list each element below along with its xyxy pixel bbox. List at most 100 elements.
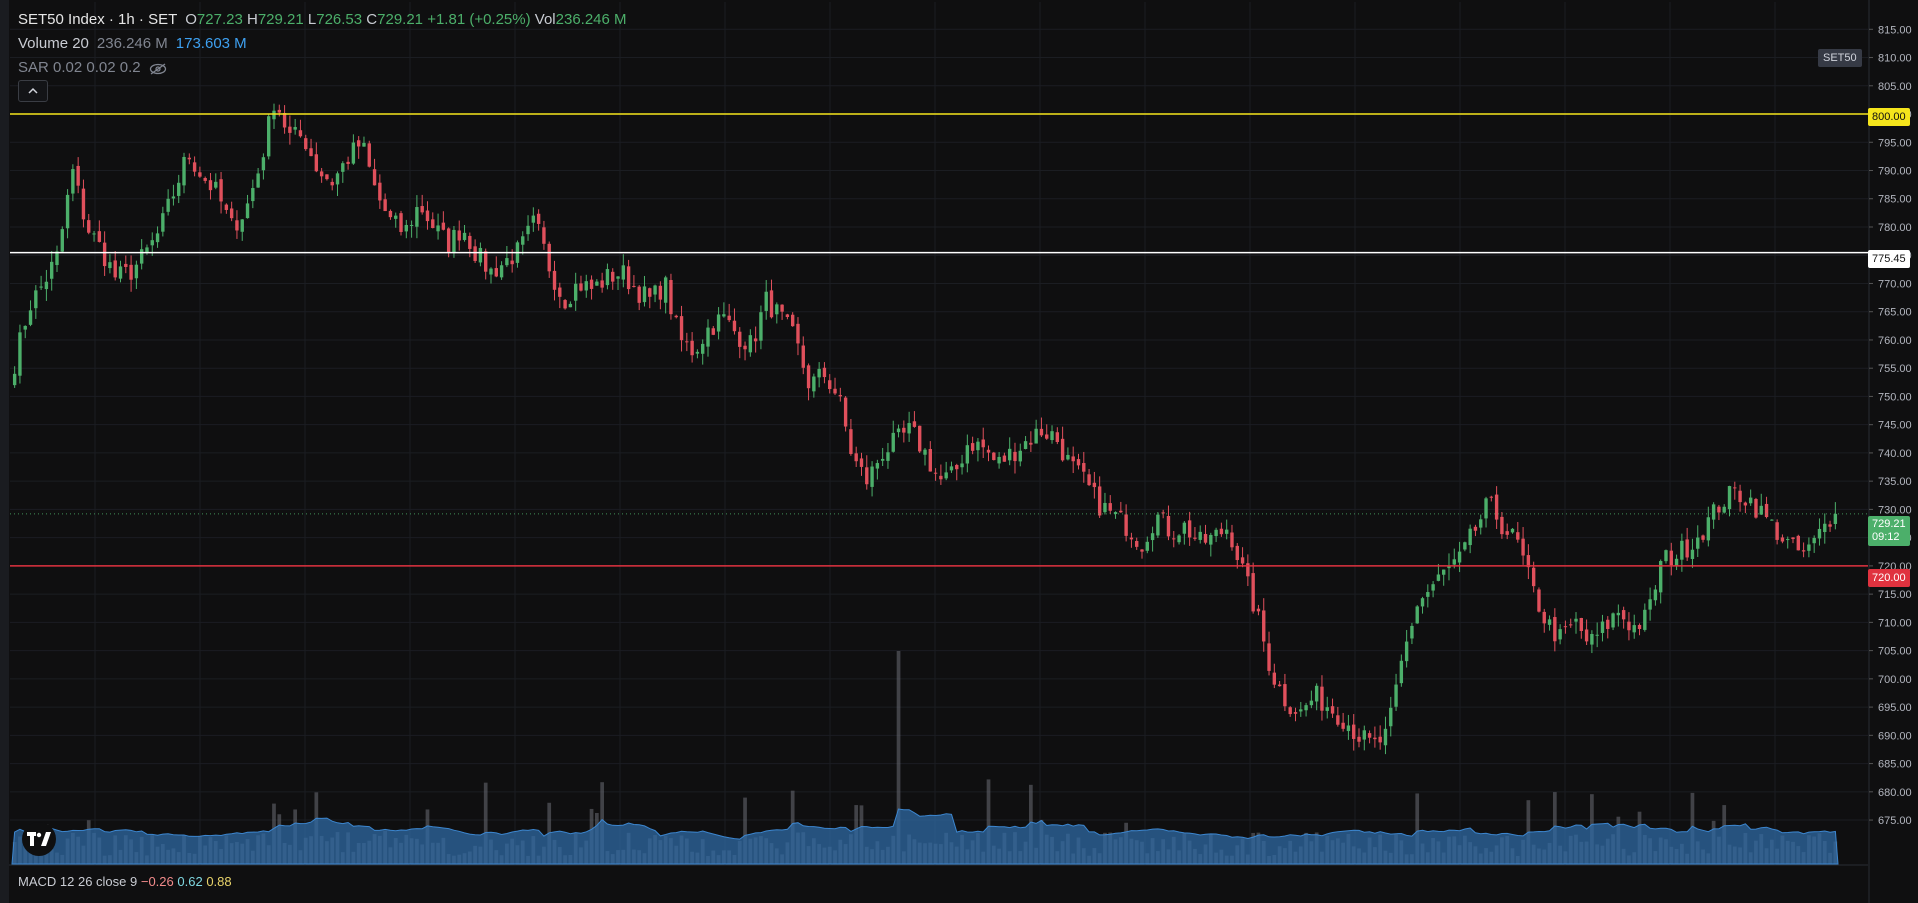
candle-body — [764, 291, 768, 311]
y-tick-label: 765.00 — [1878, 307, 1912, 319]
volume-ma-value: 173.603 M — [175, 35, 247, 52]
candle-body — [1764, 503, 1769, 518]
candle-body — [769, 290, 774, 318]
candle-body — [1669, 550, 1673, 566]
candle-body — [801, 345, 805, 368]
candle-body — [383, 199, 387, 212]
candle-body — [108, 262, 112, 269]
y-tick-label: 815.00 — [1878, 24, 1912, 36]
candle-body — [918, 425, 922, 452]
close-label: C — [366, 11, 378, 28]
candle-body — [859, 458, 864, 467]
candle-body — [309, 148, 313, 157]
candle-body — [1071, 456, 1075, 462]
candle-body — [648, 288, 652, 297]
macd-value: −0.26 — [140, 874, 174, 889]
candle-body — [219, 179, 223, 202]
candle-body — [1722, 506, 1726, 513]
eye-hidden-icon[interactable] — [149, 63, 167, 75]
candle-body — [1510, 528, 1515, 533]
candle-body — [1177, 535, 1181, 543]
candle-body — [436, 225, 440, 232]
candle-body — [1479, 519, 1483, 528]
candle-body — [267, 116, 271, 157]
candle-body — [573, 283, 578, 301]
chevron-up-icon — [28, 87, 38, 94]
collapse-legend-button[interactable] — [18, 80, 48, 102]
candle-body — [1182, 522, 1187, 534]
candle-body — [1357, 736, 1361, 742]
candle-body — [1727, 486, 1732, 510]
volume-bar — [896, 651, 901, 864]
sar-indicator-label[interactable]: SAR 0.02 0.02 0.2 — [18, 59, 141, 76]
y-tick-label: 805.00 — [1878, 81, 1912, 93]
candle-body — [933, 472, 938, 474]
candle-body — [780, 304, 784, 312]
candle-body — [1002, 455, 1007, 462]
candle-body — [1807, 544, 1811, 551]
candle-body — [891, 432, 895, 452]
volume-indicator-label[interactable]: Volume 20 — [18, 35, 89, 52]
candle-body — [1309, 700, 1314, 706]
candle-body — [87, 220, 91, 233]
tradingview-logo-icon[interactable] — [22, 822, 56, 856]
candle-body — [1336, 715, 1340, 725]
candle-body — [1124, 514, 1128, 536]
change-value: +1.81 (+0.25%) — [427, 11, 531, 28]
candle-body — [1256, 608, 1261, 612]
macd-legend[interactable]: MACD 12 26 close 9 −0.26 0.62 0.88 — [18, 874, 232, 889]
candle-body — [214, 181, 218, 188]
candle-body — [50, 261, 54, 279]
candle-body — [457, 230, 461, 241]
candle-body — [790, 314, 795, 327]
candle-body — [812, 376, 816, 392]
y-tick-label: 695.00 — [1878, 702, 1912, 714]
candle-body — [1616, 612, 1621, 616]
candle-body — [632, 285, 636, 287]
candle-body — [1087, 474, 1091, 486]
candle-body — [732, 320, 737, 332]
candle-body — [367, 143, 371, 167]
candle-body — [150, 240, 154, 246]
volume-bar — [986, 779, 991, 864]
candle-body — [1092, 482, 1097, 488]
candle-body — [1023, 441, 1028, 449]
candle-body — [1187, 520, 1192, 538]
candle-body — [1505, 531, 1509, 535]
candle-body — [272, 110, 276, 120]
candle-body — [775, 304, 779, 315]
candle-body — [1627, 621, 1631, 631]
candle-body — [431, 219, 435, 228]
candle-body — [1378, 736, 1382, 743]
candle-body — [1224, 529, 1229, 534]
candle-body — [425, 210, 430, 222]
candle-body — [949, 466, 954, 471]
candle-body — [304, 138, 308, 150]
candle-body — [1050, 431, 1054, 441]
candle-body — [1733, 487, 1737, 489]
candle-body — [1754, 498, 1758, 518]
candle-body — [1595, 634, 1599, 636]
y-tick-label: 750.00 — [1878, 391, 1912, 403]
candle-body — [65, 194, 70, 229]
candle-body — [1272, 672, 1277, 685]
candle-body — [695, 351, 700, 354]
candle-body — [1325, 707, 1329, 711]
candle-body — [1664, 550, 1668, 562]
candle-body — [1415, 606, 1419, 624]
candle-body — [494, 268, 498, 277]
candle-body — [229, 208, 234, 219]
candle-body — [1262, 610, 1266, 642]
candle-body — [23, 325, 27, 330]
vol-label: Vol — [534, 11, 556, 28]
candle-body — [1352, 724, 1356, 739]
candle-body — [796, 323, 800, 344]
candle-body — [849, 429, 853, 454]
candle-body — [621, 265, 626, 280]
y-tick-label: 740.00 — [1878, 448, 1912, 460]
candle-body — [1780, 537, 1785, 542]
symbol-title[interactable]: SET50 Index · 1h · SET — [18, 11, 178, 28]
candle-body — [499, 265, 504, 278]
candle-body — [409, 224, 414, 226]
